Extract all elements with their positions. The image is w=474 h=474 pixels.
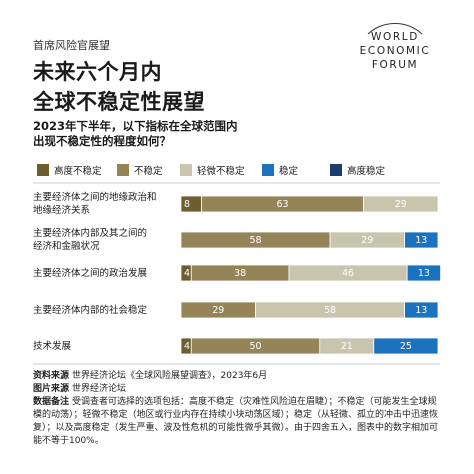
value-label: 29: [212, 305, 224, 316]
category-label: 主要经济体内部及其之间的 经济和金融状况: [33, 228, 148, 252]
value-label: 50: [249, 341, 261, 352]
kicker: 首席风险官展望: [33, 39, 110, 52]
legend-label: 不稳定: [134, 166, 163, 177]
footer-text: 受调查者可选择的选项包括：高度不稳定（灾难性风险迫在眉睫）；不稳定（可能发生全球…: [33, 397, 439, 446]
footer-label: 数据备注: [33, 397, 70, 407]
value-label: 4: [184, 268, 190, 279]
footer-text: 世界经济论坛《全球风险展望调查》，2023年6月: [72, 371, 268, 381]
legend-swatch: [262, 164, 274, 176]
legend-swatch: [330, 164, 342, 176]
legend-label: 高度稳定: [347, 166, 386, 177]
bar-segment: [363, 195, 439, 213]
footer-text: 世界经济论坛: [72, 384, 127, 394]
footer-label: 资料来源: [33, 371, 70, 381]
value-label: 8: [184, 199, 190, 210]
logo-arc: [367, 23, 423, 35]
category-label: 主要经济体内部的社会稳定: [33, 304, 148, 316]
legend-swatch: [180, 164, 192, 176]
footer-note: 资料来源 世界经济论坛《全球风险展望调查》，2023年6月: [33, 370, 443, 383]
legend-swatch: [117, 164, 129, 176]
category-label: 主要经济体之间的地缘政治和 地缘经济关系: [33, 192, 157, 216]
footer-note: 数据备注 受调查者可选择的选项包括：高度不稳定（灾难性风险迫在眉睫）；不稳定（可能…: [33, 396, 443, 448]
value-label: 13: [415, 305, 427, 316]
footer-label: 图片来源: [33, 384, 70, 394]
legend-label: 高度不稳定: [54, 166, 102, 177]
question: 2023年下半年，以下指标在全球范围内: [33, 119, 238, 133]
question: 出现不稳定性的程度如何？: [33, 134, 171, 148]
value-label: 13: [415, 235, 427, 246]
logo-text: WORLD: [371, 31, 419, 43]
bar-segment: [404, 301, 439, 319]
value-label: 13: [418, 268, 430, 279]
value-label: 38: [234, 268, 246, 279]
footer-note: 图片来源 世界经济论坛: [33, 383, 443, 396]
value-label: 25: [400, 341, 412, 352]
bar-segment: [373, 337, 439, 355]
logo-text: ECONOMIC: [359, 45, 431, 57]
category-label: 技术发展: [33, 340, 72, 352]
value-label: 46: [342, 268, 354, 279]
legend-label: 轻微不稳定: [197, 166, 245, 177]
logo-text: FORUM: [371, 59, 419, 71]
value-label: 4: [184, 341, 190, 352]
bar-segment: [404, 231, 439, 249]
bar-segment: [406, 264, 441, 282]
legend-swatch: [37, 164, 49, 176]
value-label: 21: [341, 341, 353, 352]
legend-label: 稳定: [279, 166, 299, 177]
title: 未来六个月内: [33, 60, 162, 84]
value-label: 58: [324, 305, 336, 316]
category-label: 主要经济体之间的政治发展: [33, 267, 148, 279]
value-label: 29: [395, 199, 407, 210]
title: 全球不稳定性展望: [33, 90, 205, 114]
value-label: 63: [276, 199, 288, 210]
value-label: 58: [249, 235, 261, 246]
value-label: 29: [361, 235, 373, 246]
